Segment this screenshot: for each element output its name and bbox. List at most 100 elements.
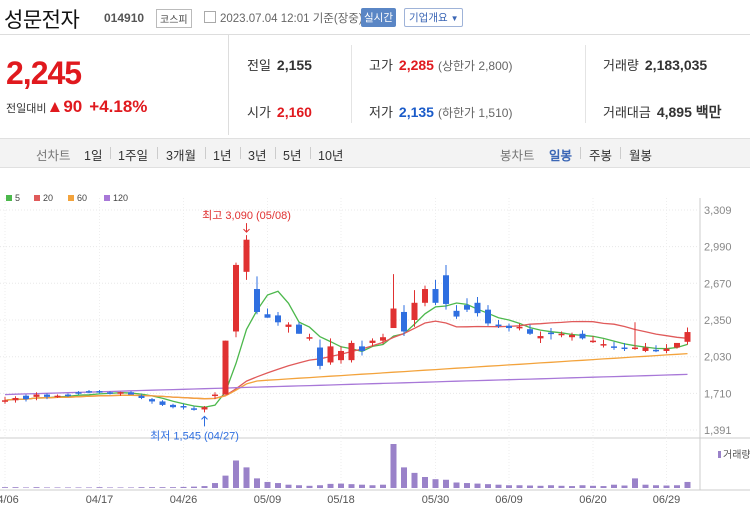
legend-swatch <box>34 195 40 201</box>
candle-body <box>390 308 397 329</box>
period-1d[interactable]: 1일 <box>84 149 103 163</box>
candle-body <box>86 391 92 393</box>
volume-bar <box>558 485 565 488</box>
volume-bar <box>201 486 208 488</box>
candle-body <box>212 394 218 397</box>
y-tick-label: 2,030 <box>704 352 732 364</box>
candle-body <box>23 395 29 400</box>
volume-bar <box>506 485 512 488</box>
candle-daily[interactable]: 일봉 <box>549 149 573 163</box>
period-10y[interactable]: 10년 <box>318 149 344 163</box>
stat-low-label: 저가 <box>369 105 393 120</box>
candle-weekly[interactable]: 주봉 <box>589 149 613 163</box>
x-tick-label: 05/18 <box>327 494 355 506</box>
candle-body <box>296 324 302 334</box>
candle-body <box>75 392 82 394</box>
divider <box>580 147 581 159</box>
candle-body <box>453 310 460 317</box>
legend-ma20: 20 <box>34 193 53 203</box>
candle-body <box>579 333 586 339</box>
ma120-line <box>4 373 688 396</box>
candle-body <box>117 392 124 394</box>
volume-bar <box>75 487 82 488</box>
candle-body <box>149 399 155 402</box>
x-tick-label: 05/09 <box>254 494 282 506</box>
change-label: 전일대비 <box>6 103 47 115</box>
candle-body <box>327 346 334 363</box>
line-chart-label: 선차트 <box>36 149 71 163</box>
legend-swatch <box>68 195 74 201</box>
candle-body <box>558 333 565 336</box>
high-annotation: 최고 3,090 (05/08) <box>202 209 291 222</box>
candle-body <box>128 392 134 395</box>
y-tick-label: 1,391 <box>704 425 732 437</box>
volume-bar <box>495 484 502 488</box>
volume-bar <box>86 487 92 488</box>
change-amount: 90 <box>63 97 83 116</box>
company-overview-dropdown[interactable]: 기업개요 ▼ <box>404 8 464 27</box>
candle-body <box>590 340 596 343</box>
volume-bar <box>642 484 649 488</box>
candle-body <box>12 397 19 401</box>
divider <box>585 45 586 123</box>
candle-body <box>254 289 260 312</box>
period-1w[interactable]: 1주일 <box>118 149 148 163</box>
period-1y[interactable]: 1년 <box>213 149 232 163</box>
volume-bar <box>348 484 355 488</box>
candle-body <box>191 408 197 410</box>
realtime-button[interactable]: 실시간 <box>361 8 396 27</box>
stat-prev-label: 전일 <box>247 58 271 73</box>
stat-open-value: 2,160 <box>276 104 312 120</box>
period-3y[interactable]: 3년 <box>248 149 267 163</box>
stat-amount-value: 4,895 백만 <box>656 104 722 120</box>
candle-body <box>548 332 554 335</box>
volume-bar <box>359 484 365 488</box>
stat-volume-value: 2,183,035 <box>644 57 708 73</box>
candle-body <box>506 325 512 329</box>
volume-bar <box>516 485 523 488</box>
company-overview-label: 기업개요 <box>409 12 448 24</box>
volume-bar <box>243 467 250 488</box>
volume-bar <box>569 486 575 488</box>
volume-bar <box>684 481 691 488</box>
candle-body <box>264 314 271 318</box>
change-percent: +4.18% <box>89 97 148 116</box>
candle-body <box>516 326 523 329</box>
volume-bar <box>233 460 239 488</box>
candle-body <box>243 239 250 272</box>
legend-ma60: 60 <box>68 193 87 203</box>
candle-body <box>65 394 71 397</box>
candle-body <box>96 391 103 393</box>
candle-body <box>443 275 449 304</box>
period-3m[interactable]: 3개월 <box>166 149 196 163</box>
volume-bar <box>296 485 302 488</box>
ma60-line <box>4 352 688 401</box>
divider <box>110 147 111 159</box>
stat-open-label: 시가 <box>247 105 271 120</box>
x-tick-label: 05/30 <box>422 494 450 506</box>
volume-bar <box>485 484 491 488</box>
volume-bar <box>632 478 638 488</box>
volume-bar <box>44 487 50 488</box>
candle-body <box>642 347 649 351</box>
x-tick-label: 04/06 <box>0 494 19 506</box>
price-change: 전일대비▲90 +4.18% <box>6 97 147 117</box>
candle-body <box>138 395 145 398</box>
candle-body <box>369 340 376 343</box>
candle-body <box>54 395 61 398</box>
candle-monthly[interactable]: 월봉 <box>629 149 653 163</box>
volume-bar <box>12 487 19 488</box>
candle-body <box>527 329 533 334</box>
candle-body <box>159 401 166 405</box>
stat-amount-label: 거래대금 <box>603 105 651 120</box>
candle-body <box>653 349 659 352</box>
period-5y[interactable]: 5년 <box>283 149 302 163</box>
legend-label: 120 <box>113 193 129 203</box>
volume-bar <box>432 479 439 488</box>
candle-body <box>432 289 439 303</box>
stat-prev: 전일 2,155 <box>247 55 312 74</box>
divider <box>310 147 311 159</box>
divider <box>205 147 206 159</box>
volume-bar <box>117 487 124 488</box>
